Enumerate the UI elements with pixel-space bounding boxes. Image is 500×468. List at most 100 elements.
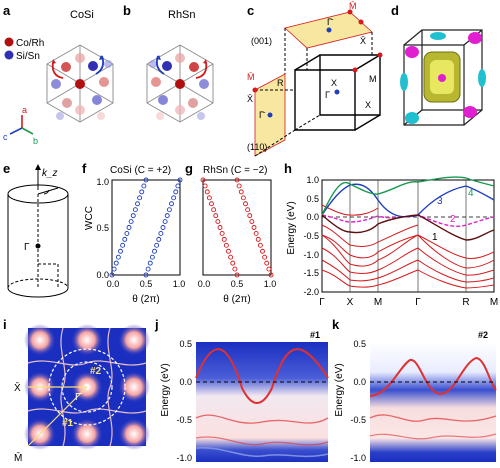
legend-si-sn-label: Si/Sn: [16, 51, 40, 62]
wcc-point: [260, 248, 265, 254]
panel-letter-g: g: [185, 161, 193, 176]
panel-letter-e: e: [3, 161, 11, 176]
svg-text:X̄: X̄: [360, 36, 366, 46]
svg-text:0.0: 0.0: [306, 212, 319, 222]
wcc-point: [130, 213, 136, 219]
wcc-point: [141, 183, 147, 189]
wcc-point: [145, 266, 151, 272]
wcc-point: [213, 213, 219, 219]
svg-text:M: M: [490, 297, 498, 308]
svg-text:0.0: 0.0: [107, 279, 120, 289]
wcc-point: [236, 183, 242, 189]
panel-letter-i: i: [3, 317, 7, 332]
wcc-point: [143, 177, 149, 183]
band-label-3: 3: [437, 196, 443, 207]
wcc-rhsn-title: RhSn (C = −2): [203, 165, 267, 176]
svg-text:0.0: 0.0: [179, 377, 192, 387]
svg-text:-0.5: -0.5: [176, 415, 192, 425]
svg-text:θ (2π): θ (2π): [223, 294, 250, 305]
wcc-point: [135, 201, 140, 207]
surface-110-label: (110): [247, 142, 267, 152]
svg-text:M̄: M̄: [349, 1, 357, 11]
wcc-point: [162, 219, 168, 225]
legend-co-rh-label: Co/Rh: [16, 38, 44, 49]
wcc-point: [158, 230, 164, 236]
svg-text:M̄: M̄: [247, 72, 255, 82]
wcc-point: [166, 207, 172, 213]
wcc-point: [149, 254, 155, 260]
wcc-point: [206, 195, 212, 201]
svg-text:M: M: [374, 297, 382, 308]
svg-text:0.0: 0.0: [96, 270, 109, 280]
wcc-point: [137, 195, 143, 201]
surface-001-label: (001): [251, 36, 272, 46]
svg-text:-2.0: -2.0: [303, 287, 319, 297]
svg-text:-1.0: -1.0: [176, 453, 192, 463]
wcc-point: [126, 225, 132, 230]
wcc-point: [264, 260, 270, 266]
band-yticks: 1.0 0.5 0.0 -0.5 -1.0 -1.5 -2.0: [303, 175, 319, 297]
svg-text:0.5: 0.5: [96, 223, 109, 233]
wcc-point: [234, 272, 240, 278]
wcc-point: [255, 236, 261, 242]
wcc-point: [251, 225, 257, 230]
band-ylabel: Energy (eV): [286, 201, 297, 254]
panel-letter-h: h: [284, 161, 292, 176]
band-label-2: 2: [450, 214, 456, 225]
spectrum-1-marker: #1: [310, 330, 320, 340]
wcc-point: [215, 219, 221, 225]
wcc-point: [124, 230, 130, 236]
wcc-point: [268, 272, 274, 278]
wcc-point: [223, 242, 229, 248]
wcc-point: [234, 177, 240, 183]
wcc-point: [120, 242, 126, 248]
wcc-point: [266, 266, 272, 272]
wcc-point: [257, 242, 263, 248]
wcc-rhsn-points: [200, 177, 274, 278]
wcc-point: [152, 248, 157, 254]
svg-text:Γ̄: Γ̄: [327, 17, 334, 27]
wcc-point: [122, 236, 128, 242]
wcc-point: [139, 189, 145, 195]
panel-letter-b: b: [123, 3, 131, 18]
panel-letter-f: f: [82, 161, 87, 176]
wcc-point: [262, 254, 268, 260]
spectrum-2-marker: #2: [478, 330, 488, 340]
spectrum-1-ylabel: Energy (eV): [160, 363, 171, 416]
wcc-point: [164, 213, 170, 219]
svg-text:-1.0: -1.0: [350, 453, 366, 463]
svg-text:0.5: 0.5: [353, 339, 366, 349]
wcc-point: [173, 189, 179, 195]
svg-text:Γ: Γ: [415, 297, 421, 308]
wcc-point: [175, 183, 181, 189]
wcc-point: [118, 248, 123, 254]
svg-text:1.0: 1.0: [96, 177, 109, 187]
cosi-title: CoSi: [70, 9, 94, 21]
atom-cluster: [51, 53, 112, 120]
wcc-point: [230, 260, 236, 266]
wcc-point: [221, 236, 227, 242]
panel-f-wcc-cosi: CoSi (C = +2) WCC 1.0 0.5 0.0 0.0 0.5 1.…: [84, 165, 185, 305]
svg-text:Γ: Γ: [325, 90, 330, 100]
svg-text:c: c: [3, 132, 8, 142]
band-label-1: 1: [432, 232, 438, 243]
gamma-bar-label: Γ̄: [75, 392, 83, 403]
crystal-axes: a b c: [3, 105, 38, 146]
wcc-cosi-points: [109, 177, 183, 278]
wcc-point: [128, 219, 134, 225]
svg-text:Γ: Γ: [319, 297, 325, 308]
wcc-point: [249, 219, 255, 225]
wcc-point: [253, 230, 259, 236]
svg-text:X: X: [365, 100, 371, 110]
svg-text:X̄: X̄: [247, 94, 253, 104]
band-label-4: 4: [468, 188, 474, 199]
svg-text:M: M: [369, 74, 377, 84]
marker-1-label: #1: [62, 418, 74, 429]
wcc-point: [177, 177, 183, 183]
panel-letter-c: c: [247, 3, 255, 18]
svg-text:b: b: [33, 136, 38, 146]
wcc-ylabel: WCC: [84, 206, 95, 230]
wcc-cosi-title: CoSi (C = +2): [110, 165, 171, 176]
svg-text:0.5: 0.5: [306, 194, 319, 204]
panel-e-wilson-loop-cylinder: k_z Γ: [7, 164, 69, 298]
